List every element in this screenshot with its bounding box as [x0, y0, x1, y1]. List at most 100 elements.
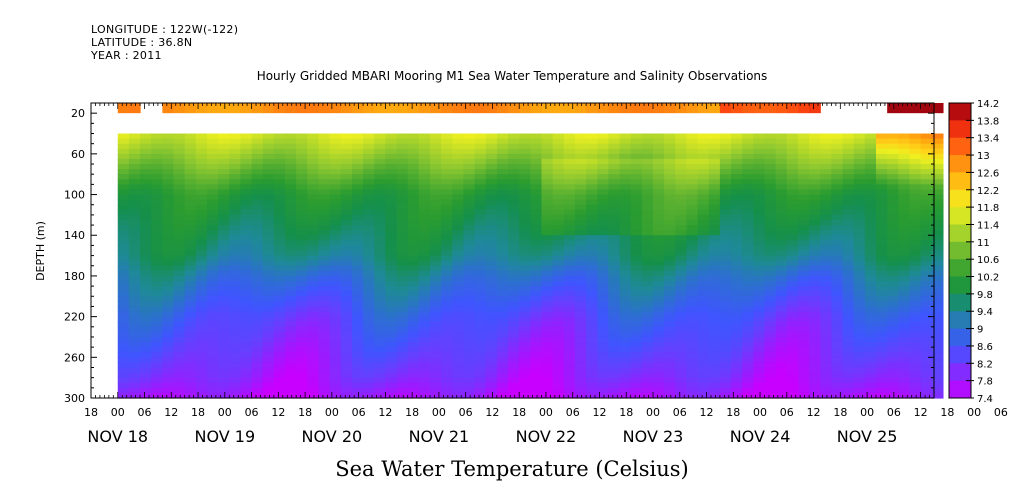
heatmap-cell — [708, 189, 721, 196]
heatmap-cell — [117, 235, 130, 241]
heatmap-cell — [786, 169, 799, 175]
heatmap-cell — [574, 255, 587, 262]
heatmap-cell — [541, 138, 554, 145]
surface-cell — [429, 103, 442, 114]
heatmap-cell — [218, 153, 230, 160]
heatmap-cell — [429, 174, 442, 180]
heatmap-cell — [597, 347, 609, 353]
heatmap-cell — [753, 367, 766, 374]
heatmap-cell — [151, 301, 163, 308]
heatmap-cell — [742, 331, 754, 338]
heatmap-cell — [887, 133, 899, 140]
heatmap-cell — [920, 265, 933, 272]
heatmap-cell — [719, 138, 732, 145]
heatmap-cell — [719, 296, 732, 302]
heatmap-cell — [563, 255, 576, 262]
heatmap-cell — [418, 377, 431, 384]
heatmap-cell — [508, 372, 520, 379]
heatmap-cell — [151, 230, 163, 236]
heatmap-cell — [385, 265, 398, 272]
heatmap-cell — [586, 169, 598, 175]
heatmap-cell — [485, 204, 498, 211]
heatmap-cell — [340, 331, 353, 338]
heatmap-cell — [363, 286, 375, 292]
heatmap-cell — [753, 240, 766, 247]
heatmap-cell — [251, 240, 264, 247]
heatmap-cell — [251, 275, 264, 282]
heatmap-cell — [184, 311, 197, 318]
heatmap-cell — [519, 326, 531, 333]
heatmap-cell — [742, 174, 754, 180]
heatmap-cell — [173, 377, 186, 384]
heatmap-cell — [363, 230, 375, 236]
heatmap-cell — [329, 169, 342, 175]
heatmap-cell — [508, 148, 520, 155]
heatmap-cell — [318, 321, 331, 328]
heatmap-cell — [653, 214, 665, 221]
heatmap-cell — [786, 357, 799, 363]
heatmap-cell — [853, 296, 866, 302]
heatmap-cell — [385, 255, 398, 262]
heatmap-cell — [764, 179, 777, 185]
heatmap-cell — [329, 164, 342, 170]
heatmap-cell — [363, 291, 375, 297]
heatmap-cell — [307, 286, 320, 292]
heatmap-cell — [797, 270, 810, 277]
heatmap-cell — [229, 214, 242, 221]
heatmap-cell — [229, 138, 242, 145]
heatmap-cell — [931, 377, 944, 384]
surface-cell — [340, 103, 353, 114]
heatmap-cell — [831, 260, 844, 267]
heatmap-cell — [909, 352, 922, 358]
heatmap-cell — [340, 311, 353, 318]
heatmap-cell — [296, 209, 308, 216]
heatmap-cell — [619, 250, 632, 257]
heatmap-cell — [251, 336, 264, 343]
heatmap-cell — [831, 387, 844, 394]
heatmap-cell — [508, 331, 520, 338]
heatmap-cell — [541, 367, 554, 374]
heatmap-cell — [653, 164, 665, 170]
heatmap-cell — [608, 158, 621, 165]
heatmap-cell — [820, 367, 833, 374]
heatmap-cell — [853, 250, 866, 257]
heatmap-cell — [608, 194, 621, 201]
heatmap-cell — [140, 331, 152, 338]
heatmap-cell — [753, 372, 766, 379]
heatmap-cell — [229, 336, 242, 343]
heatmap-cell — [619, 199, 632, 206]
heatmap-cell — [931, 342, 944, 348]
surface-cell — [363, 103, 375, 114]
heatmap-cell — [441, 301, 453, 308]
heatmap-cell — [251, 357, 264, 363]
heatmap-cell — [563, 270, 576, 277]
heatmap-cell — [374, 281, 386, 287]
heatmap-cell — [809, 296, 821, 302]
heatmap-cell — [775, 153, 788, 160]
heatmap-cell — [173, 219, 186, 226]
heatmap-cell — [519, 392, 531, 399]
heatmap-cell — [864, 250, 877, 257]
colorbar-swatch — [949, 207, 971, 225]
heatmap-cell — [664, 169, 676, 175]
heatmap-cell — [686, 336, 699, 343]
heatmap-cell — [530, 179, 543, 185]
heatmap-cell — [206, 270, 219, 277]
heatmap-cell — [117, 321, 130, 328]
heatmap-cell — [385, 367, 398, 374]
heatmap-cell — [474, 352, 487, 358]
heatmap-cell — [541, 357, 554, 363]
heatmap-cell — [195, 174, 208, 180]
heatmap-cell — [441, 204, 453, 211]
heatmap-cell — [218, 260, 230, 267]
heatmap-cell — [452, 281, 465, 287]
heatmap-cell — [931, 352, 944, 358]
heatmap-cell — [664, 204, 676, 211]
heatmap-cell — [853, 336, 866, 343]
heatmap-cell — [429, 336, 442, 343]
heatmap-cell — [742, 347, 754, 353]
heatmap-cell — [719, 362, 732, 369]
heatmap-cell — [864, 270, 877, 277]
heatmap-cell — [563, 392, 576, 399]
heatmap-cell — [329, 382, 342, 389]
